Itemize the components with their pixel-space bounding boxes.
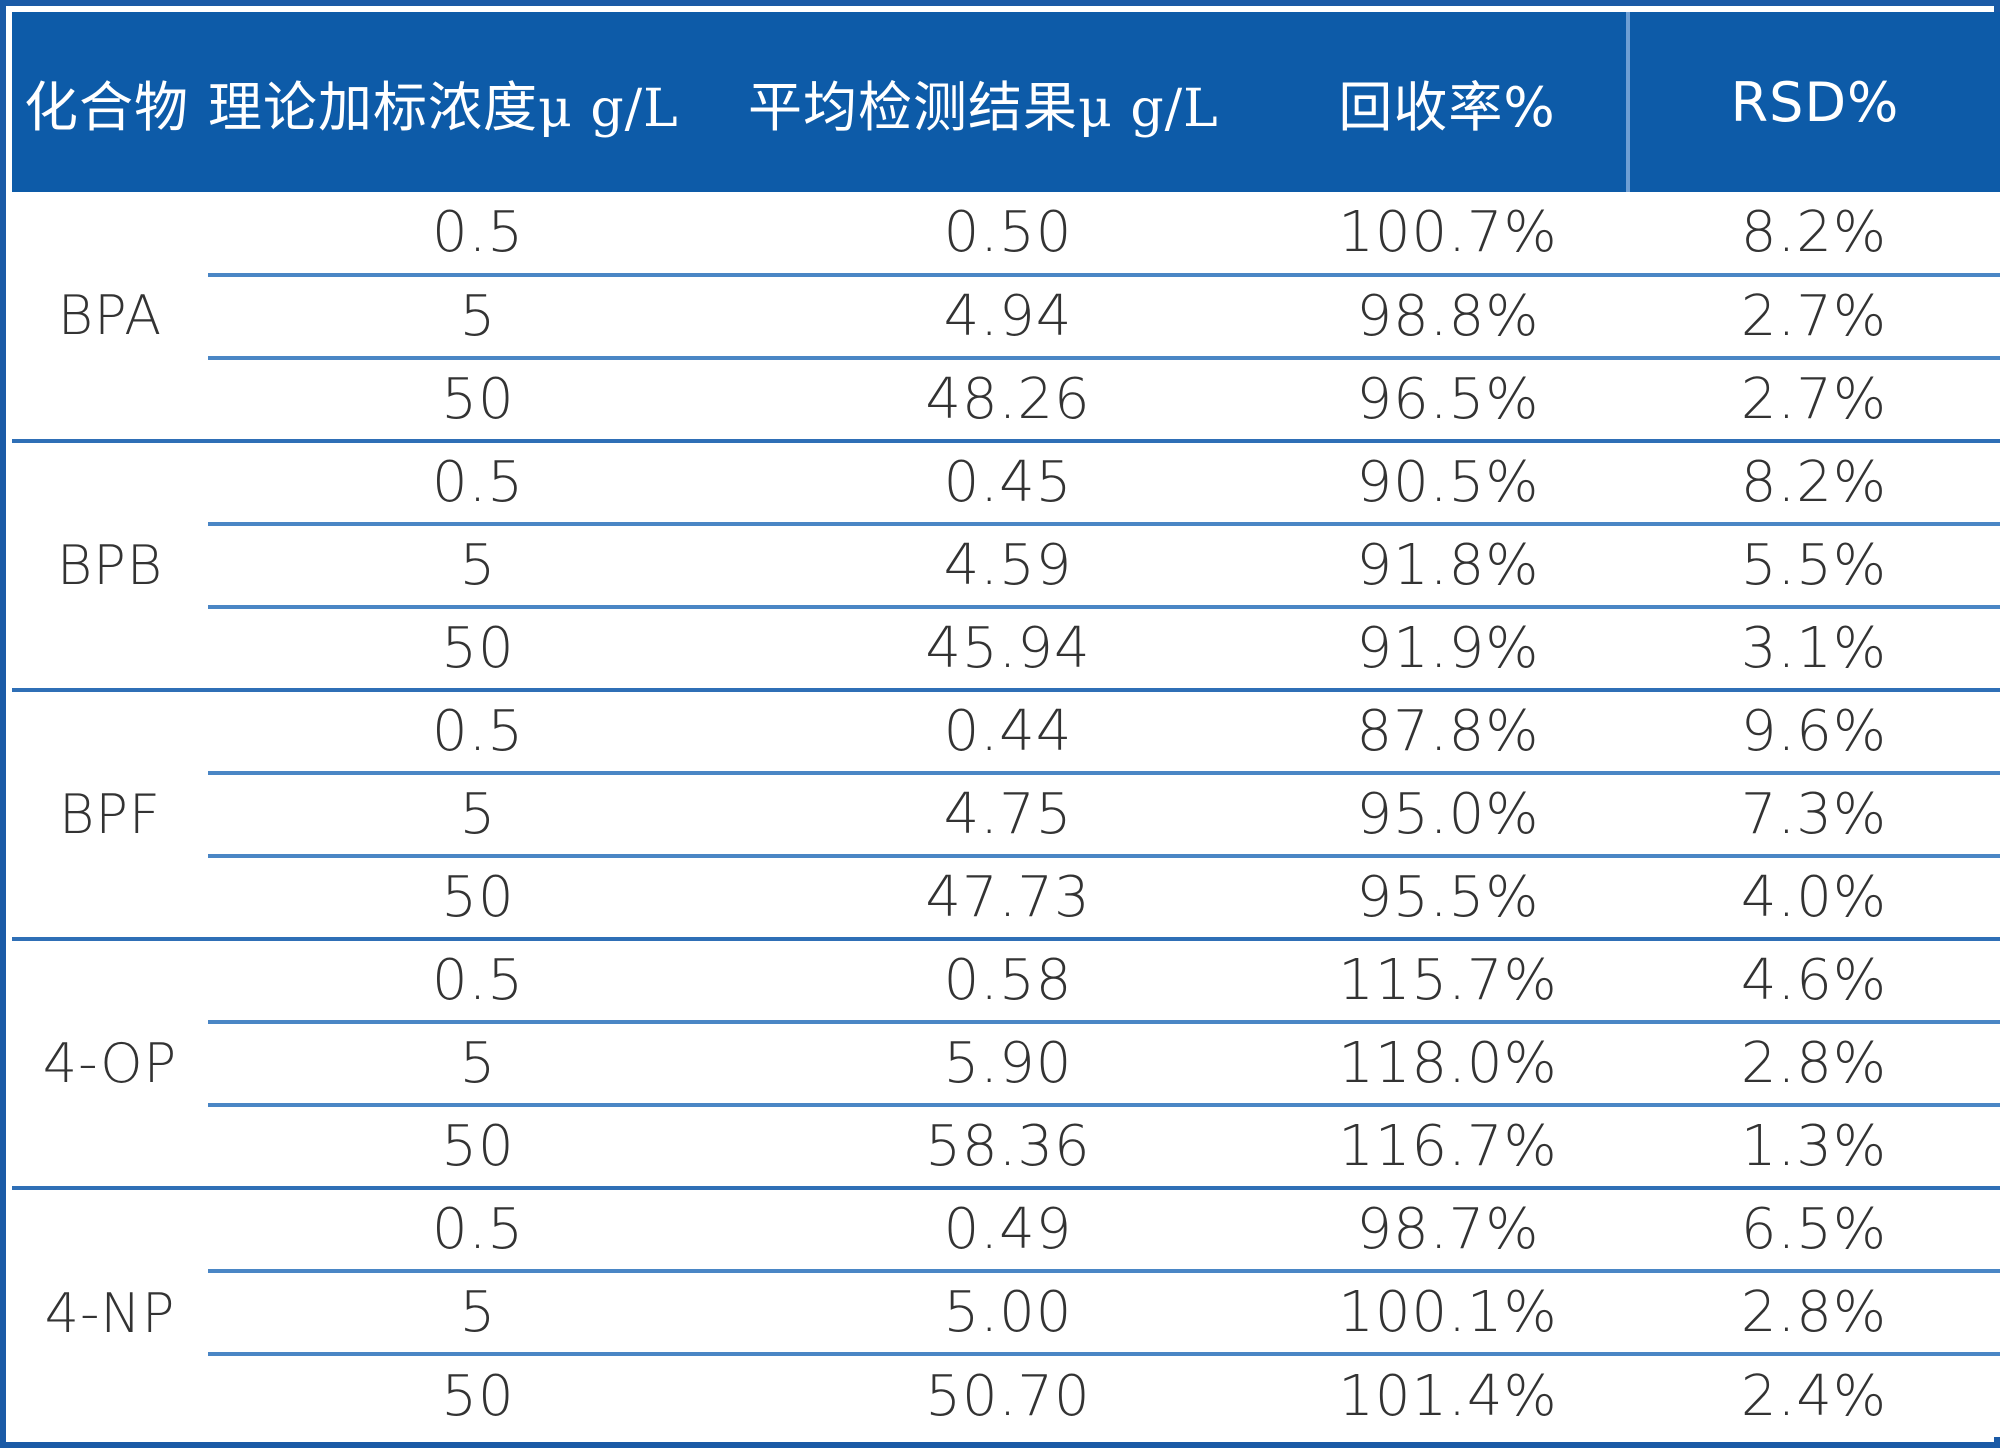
spike-cell: 50 xyxy=(208,607,748,692)
spike-cell: 0.5 xyxy=(208,441,748,526)
spike-cell: 5 xyxy=(208,275,748,360)
recovery-cell: 96.5% xyxy=(1268,358,1628,443)
recovery-table: 化合物 理论加标浓度μ g/L 平均检测结果μ g/L 回收率% RSD% BP… xyxy=(12,12,2000,1437)
spike-cell: 50 xyxy=(208,358,748,443)
rsd-cell: 5.5% xyxy=(1628,524,2000,609)
spike-cell: 5 xyxy=(208,1022,748,1107)
rsd-cell: 3.1% xyxy=(1628,607,2000,692)
mean-cell: 0.49 xyxy=(748,1188,1268,1273)
table-row: BPF 0.5 0.44 87.8% 9.6% xyxy=(12,690,2000,941)
table-body: BPA 0.5 0.50 100.7% 8.2% 5 4.94 98.8% 2.7% 50 48.2… xyxy=(12,192,2000,1437)
spike-cell: 0.5 xyxy=(208,1188,748,1273)
rsd-cell: 8.2% xyxy=(1628,441,2000,526)
mean-cell: 4.59 xyxy=(748,524,1268,609)
recovery-cell: 100.1% xyxy=(1268,1271,1628,1356)
table-row: 5 4.75 95.0% 7.3% xyxy=(12,773,2000,858)
table-row: BPB 0.5 0.45 90.5% 8.2% xyxy=(12,441,2000,692)
rsd-cell: 8.2% xyxy=(1628,192,2000,277)
spike-cell: 5 xyxy=(208,524,748,609)
mean-cell: 4.94 xyxy=(748,275,1268,360)
recovery-cell: 116.7% xyxy=(1268,1105,1628,1190)
header-recovery: 回收率% xyxy=(1268,12,1628,192)
table-row: 4-NP 0.5 0.49 98.7% 6.5% xyxy=(12,1188,2000,1437)
rsd-cell: 9.6% xyxy=(1628,690,2000,775)
table-row: 50 45.94 91.9% 3.1% xyxy=(12,607,2000,692)
rsd-cell: 2.4% xyxy=(1628,1354,2000,1437)
table-row: 50 47.73 95.5% 4.0% xyxy=(12,856,2000,941)
spike-cell: 50 xyxy=(208,1354,748,1437)
spike-cell: 50 xyxy=(208,1105,748,1190)
spike-cell: 0.5 xyxy=(208,690,748,775)
spike-cell: 50 xyxy=(208,856,748,941)
table-row: 4-OP 0.5 0.58 115.7% 4.6% xyxy=(12,939,2000,1190)
mean-cell: 4.75 xyxy=(748,773,1268,858)
recovery-cell: 90.5% xyxy=(1268,441,1628,526)
recovery-cell: 118.0% xyxy=(1268,1022,1628,1107)
recovery-cell: 98.7% xyxy=(1268,1188,1628,1273)
mean-cell: 0.58 xyxy=(748,939,1268,1024)
rsd-cell: 2.8% xyxy=(1628,1022,2000,1107)
mean-cell: 50.70 xyxy=(748,1354,1268,1437)
rsd-cell: 2.7% xyxy=(1628,358,2000,443)
mean-cell: 0.44 xyxy=(748,690,1268,775)
table-row: 50 48.26 96.5% 2.7% xyxy=(12,358,2000,443)
mean-cell: 0.45 xyxy=(748,441,1268,526)
rsd-cell: 1.3% xyxy=(1628,1105,2000,1190)
spike-cell: 0.5 xyxy=(208,192,748,277)
recovery-cell: 101.4% xyxy=(1268,1354,1628,1437)
table-row: BPA 0.5 0.50 100.7% 8.2% xyxy=(12,192,2000,443)
rsd-cell: 2.8% xyxy=(1628,1271,2000,1356)
header-compound: 化合物 xyxy=(12,12,208,192)
compound-cell: 4-NP xyxy=(12,1188,208,1437)
mean-cell: 0.50 xyxy=(748,192,1268,277)
table-row: 50 58.36 116.7% 1.3% xyxy=(12,1105,2000,1190)
compound-cell: BPA xyxy=(12,192,208,443)
mean-cell: 45.94 xyxy=(748,607,1268,692)
table-header: 化合物 理论加标浓度μ g/L 平均检测结果μ g/L 回收率% RSD% xyxy=(12,12,2000,192)
mean-cell: 5.90 xyxy=(748,1022,1268,1107)
mean-cell: 5.00 xyxy=(748,1271,1268,1356)
recovery-cell: 95.5% xyxy=(1268,856,1628,941)
rsd-cell: 4.0% xyxy=(1628,856,2000,941)
recovery-cell: 91.9% xyxy=(1268,607,1628,692)
header-mean-unit: μ g/L xyxy=(1078,78,1219,139)
compound-cell: BPB xyxy=(12,441,208,692)
header-rsd: RSD% xyxy=(1626,12,2000,192)
table-row: 5 5.90 118.0% 2.8% xyxy=(12,1022,2000,1107)
spike-cell: 5 xyxy=(208,773,748,858)
header-spike-concentration: 理论加标浓度μ g/L xyxy=(208,12,748,192)
table-row: 50 50.70 101.4% 2.4% xyxy=(12,1354,2000,1437)
mean-cell: 47.73 xyxy=(748,856,1268,941)
header-spike-unit: μ g/L xyxy=(538,78,679,139)
table-row: 5 4.59 91.8% 5.5% xyxy=(12,524,2000,609)
recovery-cell: 115.7% xyxy=(1268,939,1628,1024)
rsd-cell: 7.3% xyxy=(1628,773,2000,858)
compound-cell: 4-OP xyxy=(12,939,208,1190)
recovery-cell: 100.7% xyxy=(1268,192,1628,277)
spike-cell: 0.5 xyxy=(208,939,748,1024)
compound-cell: BPF xyxy=(12,690,208,941)
recovery-cell: 87.8% xyxy=(1268,690,1628,775)
recovery-cell: 95.0% xyxy=(1268,773,1628,858)
recovery-cell: 91.8% xyxy=(1268,524,1628,609)
spike-cell: 5 xyxy=(208,1271,748,1356)
header-mean-result: 平均检测结果μ g/L xyxy=(748,12,1268,192)
recovery-cell: 98.8% xyxy=(1268,275,1628,360)
table-row: 5 5.00 100.1% 2.8% xyxy=(12,1271,2000,1356)
rsd-cell: 6.5% xyxy=(1628,1188,2000,1273)
rsd-cell: 2.7% xyxy=(1628,275,2000,360)
table-row: 5 4.94 98.8% 2.7% xyxy=(12,275,2000,360)
rsd-cell: 4.6% xyxy=(1628,939,2000,1024)
mean-cell: 58.36 xyxy=(748,1105,1268,1190)
header-row: 化合物 理论加标浓度μ g/L 平均检测结果μ g/L 回收率% RSD% xyxy=(12,12,2000,192)
mean-cell: 48.26 xyxy=(748,358,1268,443)
